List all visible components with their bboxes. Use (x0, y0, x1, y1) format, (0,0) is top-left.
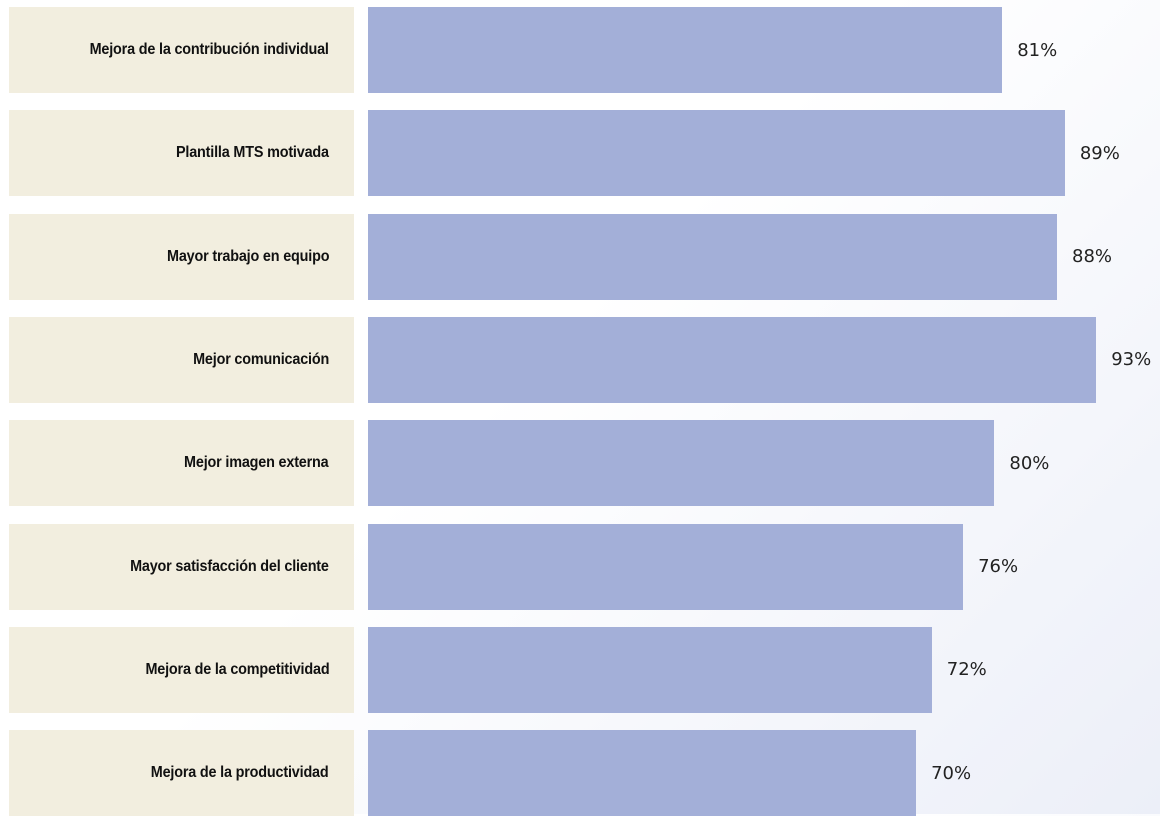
category-label: Mejor comunicación (193, 350, 329, 368)
bar (368, 213, 1058, 300)
category-label-box: Mejora de la contribución individual (9, 7, 354, 93)
data-label: 89% (1079, 142, 1120, 164)
category-label: Mejor imagen externa (184, 454, 330, 472)
data-label: 72% (946, 659, 987, 681)
category-label: Mayor trabajo en equipo (166, 247, 329, 265)
category-label-box: Mejora de la productividad (9, 730, 354, 816)
category-label-box: Mejor imagen externa (9, 420, 354, 507)
category-label-box: Mayor trabajo en equipo (9, 213, 354, 300)
bar-row: Mejora de la competitividad 72% (0, 626, 1160, 713)
data-label: 81% (1017, 39, 1058, 61)
category-label: Mejora de la productividad (151, 764, 329, 782)
data-label: 80% (1009, 452, 1050, 474)
bar (368, 316, 1097, 403)
bar (368, 626, 932, 713)
bar-row: Mejor comunicación 93% (0, 316, 1160, 403)
bar (368, 110, 1065, 197)
category-label-box: Mejor comunicación (9, 316, 354, 403)
category-label: Mejora de la contribución individual (89, 41, 329, 58)
bar-row: Mayor trabajo en equipo 88% (0, 213, 1160, 300)
bar-row: Plantilla MTS motivada 89% (0, 110, 1160, 197)
data-label: 70% (931, 762, 972, 784)
bar (368, 420, 995, 507)
bar-row: Mejor imagen externa 80% (0, 420, 1160, 507)
bar-row: Mejora de la productividad 70% (0, 730, 1160, 816)
category-label-box: Mejora de la competitividad (9, 626, 354, 713)
category-label: Mejora de la competitividad (145, 660, 329, 678)
bar (368, 730, 917, 816)
data-label: 76% (978, 556, 1019, 577)
bar-row: Mayor satisfacción del cliente 76% (0, 523, 1160, 610)
data-label: 88% (1072, 246, 1113, 268)
bar (368, 523, 964, 610)
category-label: Plantilla MTS motivada (176, 144, 329, 162)
bar (368, 7, 1003, 93)
data-label: 93% (1111, 349, 1152, 371)
category-label: Mayor satisfacción del cliente (130, 557, 329, 575)
category-label-box: Mayor satisfacción del cliente (9, 523, 354, 610)
category-label-box: Plantilla MTS motivada (9, 110, 354, 197)
bar-row: Mejora de la contribución individual 81% (0, 7, 1160, 93)
